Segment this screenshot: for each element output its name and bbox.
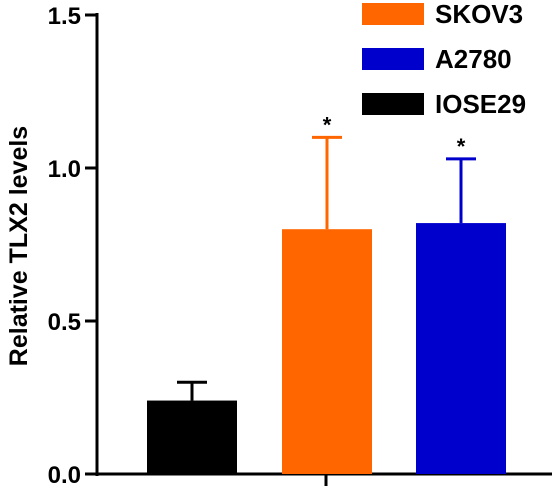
significance-mark: *: [457, 134, 466, 159]
y-tick-label: 0.5: [48, 309, 81, 336]
legend: SKOV3 A2780 IOSE29: [362, 0, 526, 119]
y-tick-label: 0.0: [48, 462, 81, 488]
y-axis-title: Relative TLX2 levels: [5, 126, 33, 366]
legend-label: IOSE29: [435, 89, 526, 119]
significance-mark: *: [323, 112, 332, 137]
legend-swatch: [362, 93, 424, 115]
legend-swatch: [362, 3, 424, 25]
bar-skov3: [282, 229, 372, 474]
bars: **: [147, 112, 506, 474]
legend-swatch: [362, 48, 424, 70]
bar-a2780: [416, 223, 506, 474]
y-tick-label: 1.5: [48, 3, 81, 30]
y-tick-label: 1.0: [48, 156, 81, 183]
legend-label: SKOV3: [435, 0, 523, 29]
bar-iose29: [147, 400, 237, 474]
legend-label: A2780: [435, 44, 512, 74]
